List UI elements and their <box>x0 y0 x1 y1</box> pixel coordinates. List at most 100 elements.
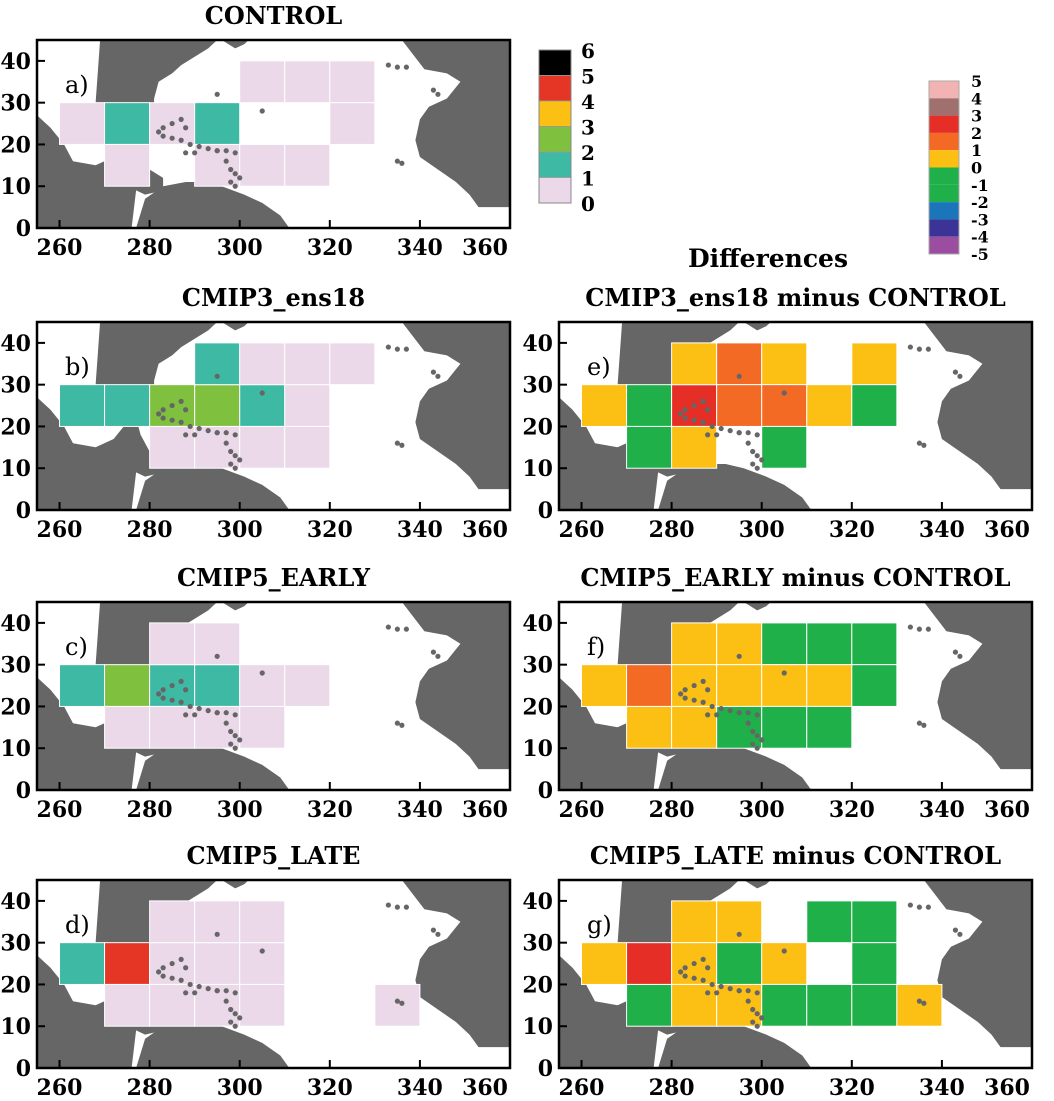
grid-cell <box>806 384 853 427</box>
island <box>952 927 959 933</box>
island <box>727 428 733 434</box>
island <box>691 697 697 703</box>
count-legend-label: 4 <box>581 90 595 114</box>
x-tick-label: 320 <box>307 1075 353 1101</box>
grid-cell <box>104 664 151 707</box>
y-tick-label: 40 <box>522 611 553 637</box>
island <box>925 904 931 910</box>
island <box>430 927 437 933</box>
island <box>444 948 450 954</box>
y-tick-label: 0 <box>538 1056 553 1082</box>
island <box>664 499 670 505</box>
y-tick-label: 10 <box>522 736 553 762</box>
island <box>439 106 446 112</box>
island <box>921 722 927 728</box>
grid-cell <box>671 342 718 386</box>
land-mass <box>401 322 510 490</box>
difference-legend-label: 0 <box>971 159 982 178</box>
grid-cell <box>149 900 196 944</box>
panel-label: b) <box>65 353 90 381</box>
x-tick-label: 300 <box>217 517 263 543</box>
island <box>187 141 193 148</box>
island <box>745 998 751 1004</box>
land-mass <box>221 322 249 331</box>
island <box>961 668 968 674</box>
grid-cell <box>59 664 106 707</box>
difference-legend-swatch <box>929 184 959 203</box>
y-tick-label: 10 <box>0 456 31 482</box>
grid-cell <box>761 705 808 749</box>
island <box>205 146 211 152</box>
island <box>169 417 175 423</box>
island <box>921 1000 927 1006</box>
x-tick-label: 320 <box>829 797 875 823</box>
island <box>736 710 742 716</box>
island <box>196 143 202 150</box>
island <box>714 990 720 996</box>
island <box>394 346 400 352</box>
island <box>156 969 162 975</box>
island <box>435 373 441 379</box>
island <box>237 457 243 463</box>
grid-cell <box>806 983 853 1027</box>
island <box>214 653 220 659</box>
island <box>691 417 697 423</box>
island <box>183 965 189 971</box>
island <box>444 390 450 396</box>
grid-cell <box>284 664 331 707</box>
difference-legend-swatch <box>929 132 959 151</box>
difference-legend-label: 5 <box>971 72 982 91</box>
grid-cell <box>239 60 286 104</box>
land-mass <box>658 744 812 790</box>
island <box>214 148 220 154</box>
island <box>916 440 922 446</box>
grid-cell <box>761 425 808 469</box>
x-tick-label: 360 <box>462 797 508 823</box>
island <box>196 983 202 990</box>
count-legend-frame <box>538 49 572 204</box>
island <box>966 670 972 676</box>
panel-title: CMIP3_ens18 minus CONTROL <box>585 283 1006 312</box>
grid-cell <box>329 102 376 145</box>
island <box>682 965 688 971</box>
island <box>709 981 715 988</box>
island <box>750 741 756 747</box>
land-mass <box>136 182 290 228</box>
grid-cell <box>806 900 853 944</box>
y-tick-label: 20 <box>0 414 31 440</box>
grid-cell <box>626 942 673 985</box>
island <box>232 453 238 459</box>
island <box>700 678 706 684</box>
grid-cell <box>626 664 673 707</box>
x-tick-label: 340 <box>397 797 443 823</box>
island <box>957 653 963 659</box>
y-tick-label: 10 <box>0 1014 31 1040</box>
island <box>754 453 760 459</box>
island <box>678 691 684 697</box>
x-tick-label: 280 <box>127 1075 173 1101</box>
island <box>403 64 409 70</box>
island <box>399 160 405 166</box>
island <box>228 166 234 173</box>
island <box>169 120 175 127</box>
grid-cell <box>59 384 106 427</box>
x-tick-label: 280 <box>127 235 173 261</box>
island <box>223 430 229 436</box>
island <box>160 965 166 971</box>
island <box>232 990 238 996</box>
island <box>228 728 234 735</box>
island <box>178 137 184 143</box>
island <box>430 649 437 655</box>
land-mass <box>136 744 290 790</box>
grid-cell <box>104 942 151 985</box>
island <box>736 931 742 937</box>
island <box>678 969 684 975</box>
x-tick-label: 340 <box>397 1075 443 1101</box>
island <box>925 626 931 632</box>
difference-legend-swatch <box>929 115 959 133</box>
x-tick-label: 300 <box>739 1075 785 1101</box>
count-legend-swatch <box>538 100 572 127</box>
x-tick-label: 360 <box>462 235 508 261</box>
